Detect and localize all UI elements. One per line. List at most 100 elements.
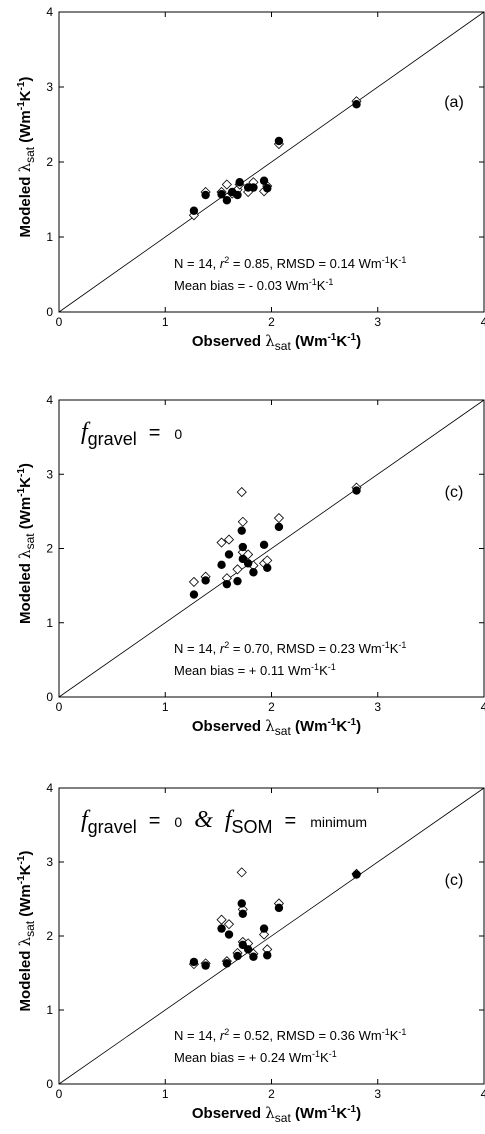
diamond-point: [216, 914, 227, 925]
diamond-point: [188, 576, 200, 587]
panel-label: (c): [445, 484, 464, 501]
x-tick-label: 1: [162, 315, 169, 329]
y-tick-label: 0: [46, 305, 53, 319]
circle-point: [274, 522, 284, 532]
circle-point: [222, 579, 232, 589]
y-axis-label: Modeled λsat (Wm-1K-1): [16, 851, 37, 1012]
diamond-point: [216, 537, 227, 548]
stats-line-2: Mean bias = + 0.11 Wm-1K-1: [174, 662, 336, 678]
circle-point: [233, 190, 242, 200]
circle-point: [352, 100, 361, 109]
x-axis-label: Observed λsat (Wm-1K-1): [192, 717, 361, 738]
panel-label: (c): [445, 872, 464, 889]
circle-point: [352, 870, 361, 879]
diamond-point: [221, 179, 232, 190]
circle-point: [237, 526, 246, 535]
circle-point: [235, 178, 244, 187]
circle-point: [249, 952, 258, 961]
circle-point: [243, 559, 253, 568]
circle-point: [189, 957, 199, 967]
circle-point: [238, 909, 248, 918]
circle-point: [352, 486, 361, 495]
stats-line-2: Mean bias = - 0.03 Wm-1K-1: [174, 277, 333, 293]
circle-point: [249, 568, 258, 577]
circle-point: [263, 184, 272, 193]
circle-point: [201, 576, 210, 585]
condition-label: fgravel = 0 & fSOM = minimum: [81, 807, 367, 837]
y-tick-label: 1: [46, 616, 53, 630]
one-to-one-line: [58, 11, 485, 313]
y-tick-label: 4: [46, 781, 53, 795]
x-tick-label: 3: [374, 315, 381, 329]
circle-point: [274, 136, 284, 146]
circle-point: [249, 183, 258, 192]
y-axis-label: Modeled λsat (Wm-1K-1): [16, 463, 37, 624]
y-tick-label: 4: [46, 393, 53, 407]
x-tick-label: 1: [162, 1087, 169, 1101]
y-tick-label: 3: [46, 80, 53, 94]
diamond-point: [236, 487, 247, 498]
y-tick-label: 0: [46, 1077, 53, 1091]
stats-line-1: N = 14, r2 = 0.85, RMSD = 0.14 Wm-1K-1: [174, 255, 406, 271]
stats-line-2: Mean bias = + 0.24 Wm-1K-1: [174, 1049, 337, 1065]
y-tick-label: 2: [46, 155, 53, 169]
circle-point: [189, 590, 199, 599]
diamond-point: [258, 929, 270, 940]
circle-point: [259, 924, 269, 933]
circle-point: [243, 945, 253, 954]
condition-label: fgravel = 0: [81, 419, 182, 449]
y-tick-label: 4: [46, 5, 53, 19]
diamond-point: [237, 516, 248, 527]
one-to-one-line: [58, 399, 485, 698]
circle-point: [222, 959, 232, 968]
circle-point: [201, 190, 210, 200]
y-axis-label: Modeled λsat (Wm-1K-1): [16, 77, 37, 238]
circle-point: [263, 951, 272, 960]
chart-panel-3: 0 1 2 3 4 0 1 2 3 4 (c) fgravel = 0 & fSOM = minimum N = 1…: [16, 781, 485, 1125]
x-tick-label: 2: [268, 315, 275, 329]
x-tick-label: 3: [374, 1087, 381, 1101]
circle-point: [222, 196, 232, 205]
diamond-point: [232, 564, 243, 575]
stats-line-1: N = 14, r2 = 0.70, RMSD = 0.23 Wm-1K-1: [174, 640, 406, 656]
circle-point: [224, 550, 234, 559]
panel-label: (a): [444, 94, 464, 111]
x-tick-label: 2: [268, 700, 275, 714]
stats-line-1: N = 14, r2 = 0.52, RMSD = 0.36 Wm-1K-1: [174, 1027, 406, 1043]
diamond-point: [223, 534, 235, 545]
x-tick-label: 2: [268, 1087, 275, 1101]
circle-point: [224, 930, 234, 939]
circle-point: [189, 206, 199, 215]
y-tick-label: 3: [46, 855, 53, 869]
circle-point: [238, 542, 248, 552]
circle-point: [217, 924, 226, 933]
y-tick-label: 1: [46, 230, 53, 244]
y-tick-label: 0: [46, 690, 53, 704]
chart-panel-1: 0 1 2 3 4 0 1 2 3 4 (a) N = 14, r2 = 0.85, RMSD = 0…: [16, 5, 485, 353]
chart-panel-2: 0 1 2 3 4 0 1 2 3 4 (c) fgravel = 0 N = 14, r2 = 0.70,…: [16, 393, 485, 738]
x-tick-label: 0: [56, 1087, 63, 1101]
circle-point: [237, 899, 246, 908]
diamond-point: [223, 919, 235, 930]
circle-point: [217, 190, 226, 199]
circle-point: [274, 903, 284, 913]
y-tick-label: 3: [46, 467, 53, 481]
diamond-point: [273, 512, 285, 524]
x-tick-label: 0: [56, 315, 63, 329]
circle-point: [259, 540, 269, 549]
x-axis-label: Observed λsat (Wm-1K-1): [192, 332, 361, 353]
circle-point: [201, 961, 210, 970]
x-tick-label: 3: [374, 700, 381, 714]
y-tick-label: 2: [46, 542, 53, 556]
y-tick-label: 2: [46, 929, 53, 943]
diamond-point: [236, 867, 247, 878]
circle-point: [217, 560, 226, 570]
y-tick-label: 1: [46, 1003, 53, 1017]
x-axis-label: Observed λsat (Wm-1K-1): [192, 1104, 361, 1125]
circle-point: [233, 576, 242, 586]
x-tick-label: 4: [481, 1087, 485, 1101]
circle-point: [259, 176, 269, 185]
circle-point: [233, 951, 242, 961]
one-to-one-line: [58, 787, 485, 1085]
